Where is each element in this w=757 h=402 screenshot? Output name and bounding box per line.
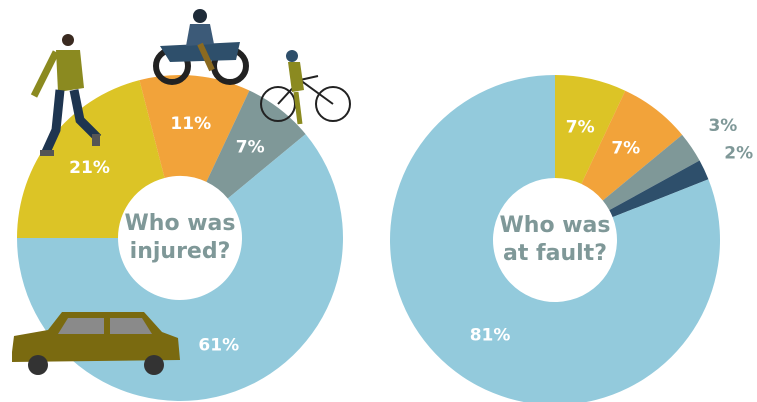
motorcycle-icon bbox=[156, 9, 246, 82]
value-label: 7% bbox=[611, 139, 640, 159]
value-label: 3% bbox=[708, 116, 737, 136]
center-label: injured? bbox=[130, 239, 231, 264]
value-label: 11% bbox=[170, 114, 211, 134]
value-label: 7% bbox=[566, 117, 595, 137]
value-label: 81% bbox=[470, 326, 511, 346]
center-label: Who was bbox=[125, 211, 236, 236]
center-label: Who was bbox=[500, 213, 611, 238]
page: 21% 11% 7% 61% Who was injured? 7% 7% 3% 2% 81% Who… bbox=[0, 0, 757, 402]
value-label: 7% bbox=[236, 138, 265, 158]
value-label: 2% bbox=[724, 144, 753, 164]
value-label: 61% bbox=[198, 336, 239, 356]
value-label: 21% bbox=[69, 158, 110, 178]
center-label: at fault? bbox=[503, 241, 607, 266]
